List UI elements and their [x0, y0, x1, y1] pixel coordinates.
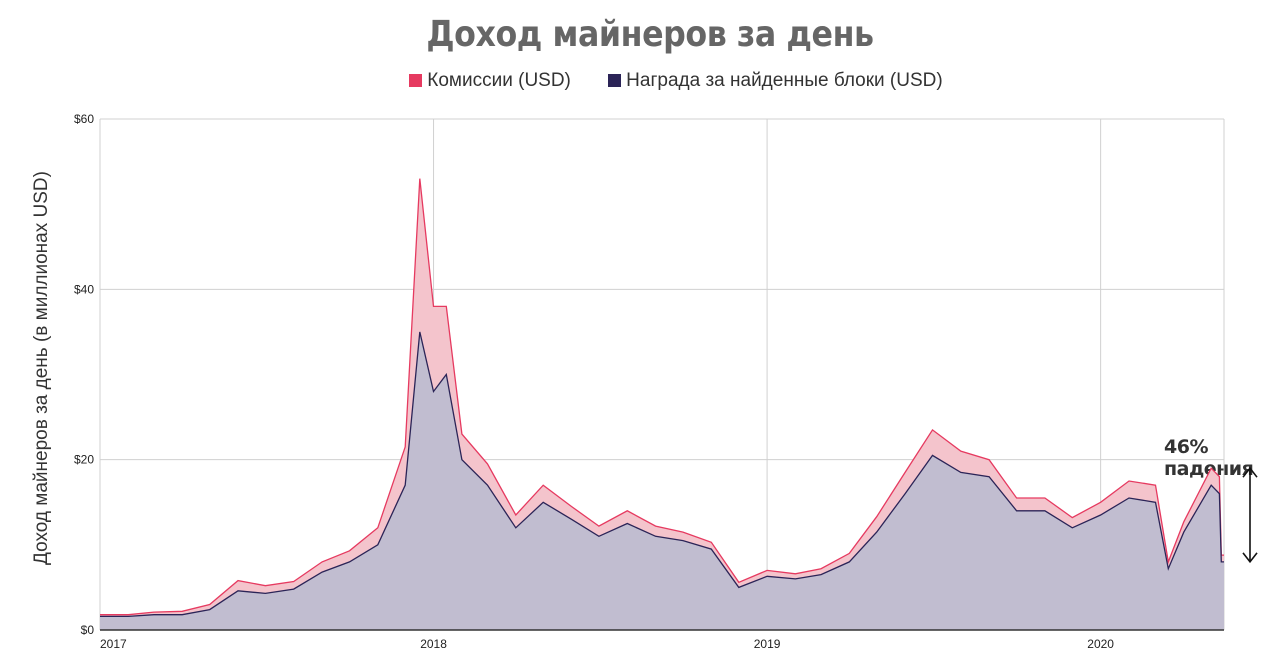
legend: Комиссии (USD) Награда за найденные блок… [0, 70, 1280, 92]
series-area-block-reward [100, 331, 1224, 630]
legend-swatch-block-reward [608, 74, 622, 87]
x-tick-label-1: 2018 [420, 637, 447, 651]
series-line-fees [100, 178, 1224, 616]
legend-item-block-reward: Награда за найденные блоки (USD) [608, 70, 943, 92]
series-line-block-reward [100, 331, 1224, 618]
legend-label-block-reward: Награда за найденные блоки (USD) [626, 70, 943, 91]
drop-arrow-head-bottom [1242, 552, 1258, 564]
y-tick-label-0: $0 [81, 623, 95, 637]
drop-annotation: 46% падения [1164, 436, 1254, 480]
y-tick-label-2: $40 [74, 282, 94, 296]
chart-title: Доход майнеров за день [426, 14, 874, 55]
y-tick-label-1: $20 [74, 453, 94, 467]
legend-item-fees: Комиссии (USD) [409, 70, 571, 92]
y-tick-label-3: $60 [74, 112, 94, 126]
drop-arrow-head-top [1242, 466, 1258, 478]
legend-swatch-fees [409, 74, 423, 87]
drop-arrow [1242, 466, 1258, 564]
y-tick-labels: $0 $20 $40 $60 [74, 112, 94, 637]
legend-label-fees: Комиссии (USD) [427, 70, 571, 91]
x-tick-label-3: 2020 [1087, 637, 1114, 651]
x-tick-label-0: 2017 [100, 637, 127, 651]
x-tick-label-2: 2019 [754, 637, 781, 651]
x-tick-labels: 2017 2018 2019 2020 [100, 637, 1114, 651]
